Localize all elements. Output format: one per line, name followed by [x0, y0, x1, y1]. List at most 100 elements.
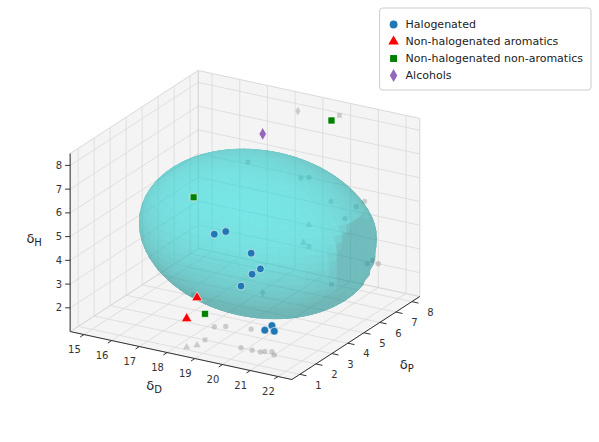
ellipsoid-facet — [266, 167, 273, 172]
legend-label: Alcohols — [406, 69, 452, 82]
ellipsoid-facet — [316, 254, 328, 263]
ellipsoid-facet — [277, 231, 290, 240]
grid-line — [126, 117, 127, 295]
point — [190, 194, 197, 201]
ellipsoid-facet — [279, 248, 292, 256]
x-tick-label: 21 — [234, 380, 247, 391]
grid-line — [142, 107, 143, 285]
grid-line — [378, 109, 379, 287]
ellipsoid-facet — [259, 158, 268, 162]
ellipsoid-facet — [280, 271, 293, 279]
ellipsoid-facet — [257, 158, 259, 162]
legend: HalogenatedNon-halogenated aromaticsNon-… — [380, 8, 591, 90]
ellipsoid-facet — [248, 183, 256, 191]
ellipsoid-facet — [285, 307, 297, 311]
x-tick-label: 22 — [262, 386, 275, 397]
grid-line — [167, 269, 295, 352]
grid-line — [223, 281, 351, 364]
ellipsoid-facet — [293, 271, 306, 278]
floor-shadow — [272, 352, 277, 357]
plot-area — [139, 107, 380, 358]
ellipsoid-facet — [305, 278, 318, 285]
ellipsoid-facet — [300, 231, 313, 240]
point — [210, 230, 218, 238]
x-tick — [136, 347, 140, 349]
ellipsoid-facet — [266, 291, 279, 298]
ellipsoid-facet — [255, 190, 264, 198]
z-tick-label: 3 — [56, 279, 62, 290]
ellipsoid-facet — [253, 238, 266, 247]
z-tick — [65, 212, 70, 213]
ellipsoid-facet — [289, 298, 302, 303]
z-tick — [65, 284, 70, 285]
y-tick-label: 8 — [427, 307, 433, 318]
grid-line — [174, 264, 396, 312]
z-tick-label: 8 — [56, 160, 62, 171]
ellipsoid-facet — [269, 172, 277, 178]
ellipsoid-facet — [278, 239, 291, 248]
ellipsoid-facet — [252, 171, 258, 177]
legend-label: Non-halogenated aromatics — [406, 35, 559, 48]
x-tick — [163, 353, 167, 355]
ellipsoid-facet — [248, 156, 259, 158]
grid-line — [198, 130, 420, 178]
floor-shadow — [183, 343, 190, 349]
y-tick — [332, 354, 339, 355]
z-tick — [65, 307, 70, 308]
point — [237, 282, 245, 290]
ellipsoid-facet — [265, 222, 277, 231]
z-axis-title: δH — [26, 231, 42, 248]
y-tick-label: 1 — [315, 380, 321, 391]
ellipsoid-facet — [279, 279, 292, 286]
x-tick-label: 19 — [179, 368, 192, 379]
ellipsoid-facet — [264, 206, 275, 215]
ellipsoid-facet — [304, 247, 317, 256]
ellipsoid-facet — [206, 221, 219, 231]
ellipsoid-facet — [289, 231, 302, 239]
ellipsoid-facet — [317, 262, 329, 271]
x-tick — [80, 335, 84, 337]
ellipsoid-facet — [305, 255, 318, 264]
z-tick — [65, 236, 70, 237]
point — [247, 249, 255, 257]
x-tick-label: 15 — [68, 344, 81, 355]
ellipsoid-facet — [287, 223, 300, 231]
ellipsoid-facet — [259, 158, 267, 162]
y-tick — [348, 343, 355, 344]
ellipsoid-facet — [252, 158, 259, 161]
grid-line — [70, 177, 198, 260]
ellipsoid-facet — [256, 184, 263, 191]
ellipsoid-facet — [259, 158, 264, 162]
ellipsoid-facet — [304, 285, 317, 292]
ellipsoid-facet — [256, 177, 262, 184]
y-tick — [316, 364, 323, 365]
pane — [198, 70, 420, 296]
grid-line — [70, 106, 198, 189]
x-axis-title: δD — [146, 378, 162, 395]
ellipsoid-facet — [247, 189, 256, 197]
legend-marker — [390, 55, 397, 62]
grid-line — [190, 254, 412, 302]
ellipsoid-facet — [247, 157, 259, 158]
x-tick — [246, 371, 250, 373]
ellipsoid-facet — [265, 214, 277, 223]
z-tick-label: 7 — [56, 184, 62, 195]
wall-shadow — [337, 113, 342, 118]
ellipsoid-facet — [253, 158, 259, 161]
grid-line — [198, 106, 420, 154]
ellipsoid-facet — [267, 263, 280, 271]
y-tick — [396, 312, 403, 313]
grid-line — [110, 306, 332, 354]
y-tick-label: 6 — [395, 328, 401, 339]
ellipsoid-facet — [280, 199, 291, 207]
floor-shadow — [203, 338, 208, 343]
ellipsoid-facet — [279, 256, 292, 264]
z-tick-label: 4 — [56, 255, 62, 266]
y-axis-domain — [292, 296, 420, 379]
ellipsoid-facet — [293, 264, 306, 272]
ellipsoid-facet — [266, 247, 279, 256]
grid-line — [405, 115, 406, 293]
x-tick-label: 20 — [207, 374, 220, 385]
ellipsoid-facet — [256, 158, 259, 162]
ellipsoid-facet — [225, 154, 237, 155]
